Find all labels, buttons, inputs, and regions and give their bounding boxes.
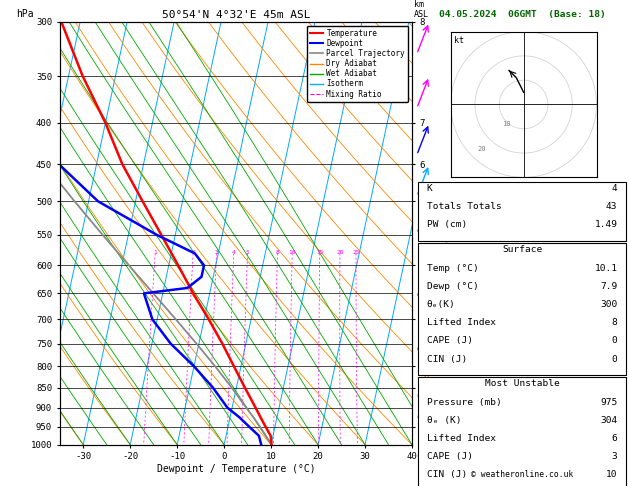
Bar (418, 182, 626, 241)
Text: θₑ(K): θₑ(K) (426, 300, 455, 309)
Text: 300: 300 (600, 300, 618, 309)
Text: Pressure (mb): Pressure (mb) (426, 398, 501, 407)
Y-axis label: Mixing Ratio (g/kg): Mixing Ratio (g/kg) (441, 182, 450, 284)
Text: 04.05.2024  06GMT  (Base: 18): 04.05.2024 06GMT (Base: 18) (438, 10, 606, 18)
Text: 43: 43 (606, 202, 618, 211)
Text: Dewp (°C): Dewp (°C) (426, 282, 478, 291)
Text: CIN (J): CIN (J) (426, 354, 467, 364)
Text: hPa: hPa (16, 9, 33, 19)
Bar (418, 243, 626, 375)
Text: 0: 0 (612, 336, 618, 346)
Text: 8: 8 (276, 250, 279, 255)
Text: 1.49: 1.49 (594, 221, 618, 229)
Text: 10: 10 (288, 250, 296, 255)
Text: 7.9: 7.9 (600, 282, 618, 291)
Legend: Temperature, Dewpoint, Parcel Trajectory, Dry Adiabat, Wet Adiabat, Isotherm, Mi: Temperature, Dewpoint, Parcel Trajectory… (306, 26, 408, 102)
Text: 20: 20 (477, 146, 486, 152)
Text: 25: 25 (352, 250, 360, 255)
Text: 4: 4 (612, 184, 618, 193)
Text: θₑ (K): θₑ (K) (426, 416, 461, 425)
Text: 304: 304 (600, 416, 618, 425)
Text: Lifted Index: Lifted Index (426, 318, 496, 327)
Text: 8: 8 (612, 318, 618, 327)
Text: 10.1: 10.1 (594, 263, 618, 273)
Text: Lifted Index: Lifted Index (426, 434, 496, 443)
X-axis label: Dewpoint / Temperature (°C): Dewpoint / Temperature (°C) (157, 464, 315, 474)
Text: 975: 975 (600, 398, 618, 407)
Text: 0: 0 (612, 354, 618, 364)
Text: Temp (°C): Temp (°C) (426, 263, 478, 273)
Text: PW (cm): PW (cm) (426, 221, 467, 229)
Text: km
ASL: km ASL (414, 0, 429, 19)
Text: 6: 6 (612, 434, 618, 443)
Text: Totals Totals: Totals Totals (426, 202, 501, 211)
Bar (418, 378, 626, 486)
Text: K: K (426, 184, 432, 193)
Text: 15: 15 (316, 250, 323, 255)
Text: CAPE (J): CAPE (J) (426, 336, 472, 346)
Text: 10: 10 (606, 470, 618, 479)
Text: 2: 2 (191, 250, 195, 255)
Text: CAPE (J): CAPE (J) (426, 452, 472, 461)
Text: 4: 4 (232, 250, 236, 255)
Text: Most Unstable: Most Unstable (485, 380, 559, 388)
Text: © weatheronline.co.uk: © weatheronline.co.uk (471, 470, 573, 479)
Text: kt: kt (454, 36, 464, 45)
Text: 3: 3 (214, 250, 218, 255)
Text: 10: 10 (502, 122, 510, 127)
Text: 3: 3 (612, 452, 618, 461)
Text: 1: 1 (153, 250, 157, 255)
Text: Surface: Surface (502, 245, 542, 254)
Text: CIN (J): CIN (J) (426, 470, 467, 479)
Text: 5: 5 (245, 250, 249, 255)
Text: 20: 20 (337, 250, 343, 255)
Title: 50°54'N 4°32'E 45m ASL: 50°54'N 4°32'E 45m ASL (162, 10, 310, 20)
